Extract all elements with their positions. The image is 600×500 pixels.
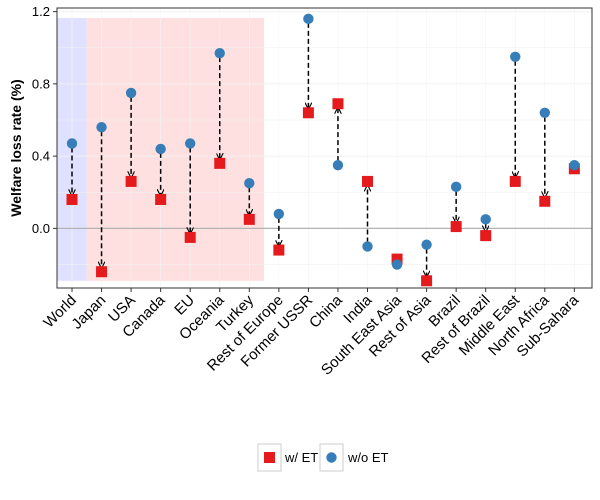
- point-w-et-world: [66, 193, 78, 205]
- point-wo-et-middle-east: [510, 51, 521, 62]
- legend-label: w/o ET: [347, 450, 389, 465]
- point-wo-et-rest-of-brazil: [480, 214, 491, 225]
- point-wo-et-world: [66, 138, 78, 149]
- point-wo-et-rest-of-europe: [273, 208, 285, 220]
- y-axis: 0.0 0.4 0.8 1.2: [32, 4, 57, 236]
- point-w-et-south-east-asia: [391, 253, 403, 265]
- legend-key-circle: [326, 452, 337, 463]
- point-wo-et-usa: [125, 87, 137, 99]
- point-w-et-eu: [184, 231, 196, 243]
- point-w-et-rest-of-brazil: [480, 230, 492, 242]
- point-wo-et-eu: [185, 138, 196, 149]
- point-wo-et-rest-of-asia: [421, 239, 432, 250]
- point-wo-et-japan: [96, 122, 107, 133]
- y-tick-label: 0.8: [32, 76, 50, 91]
- y-tick-label: 1.2: [32, 4, 50, 19]
- point-wo-et-india: [362, 241, 373, 252]
- x-tick-label-china: China: [306, 291, 346, 331]
- y-tick-label: 0.0: [32, 221, 50, 236]
- shaded-region-2: [86, 17, 265, 281]
- legend-item-w-et: w/ ET: [257, 443, 318, 472]
- point-w-et-india: [362, 175, 373, 187]
- legend: w/ ET w/o ET: [257, 443, 389, 472]
- point-w-et-former-ussr: [302, 107, 314, 119]
- point-w-et-rest-of-asia: [421, 275, 433, 287]
- point-w-et-north-africa: [539, 195, 551, 207]
- point-w-et-rest-of-europe: [273, 244, 285, 256]
- x-tick-label-japan: Japan: [68, 292, 109, 333]
- legend-item-wo-et: w/o ET: [319, 443, 389, 472]
- point-wo-et-canada: [155, 143, 166, 155]
- point-w-et-canada: [155, 193, 167, 205]
- point-wo-et-turkey: [244, 178, 255, 189]
- connectors: [72, 22, 574, 277]
- y-axis-title: Welfare loss rate (%): [8, 79, 24, 216]
- point-w-et-middle-east: [509, 175, 521, 187]
- plot-panel-border: [56, 7, 593, 289]
- point-w-et-usa: [125, 175, 137, 187]
- point-wo-et-south-east-asia: [391, 259, 403, 270]
- point-wo-et-brazil: [450, 181, 462, 193]
- point-wo-et-sub-sahara: [569, 159, 580, 171]
- legend-key-square: [264, 452, 275, 463]
- legend-label: w/ ET: [284, 450, 318, 465]
- point-w-et-china: [332, 98, 344, 110]
- y-tick-label: 0.4: [32, 149, 50, 164]
- point-w-et-brazil: [450, 221, 462, 233]
- point-w-et-japan: [96, 266, 108, 278]
- point-wo-et-oceania: [214, 47, 225, 59]
- point-w-et-turkey: [243, 213, 255, 225]
- point-w-et-oceania: [214, 157, 226, 169]
- shaded-regions: [57, 17, 265, 281]
- point-wo-et-china: [332, 159, 344, 171]
- data-marks: [66, 13, 580, 287]
- point-wo-et-north-africa: [539, 107, 550, 118]
- point-wo-et-former-ussr: [303, 13, 314, 25]
